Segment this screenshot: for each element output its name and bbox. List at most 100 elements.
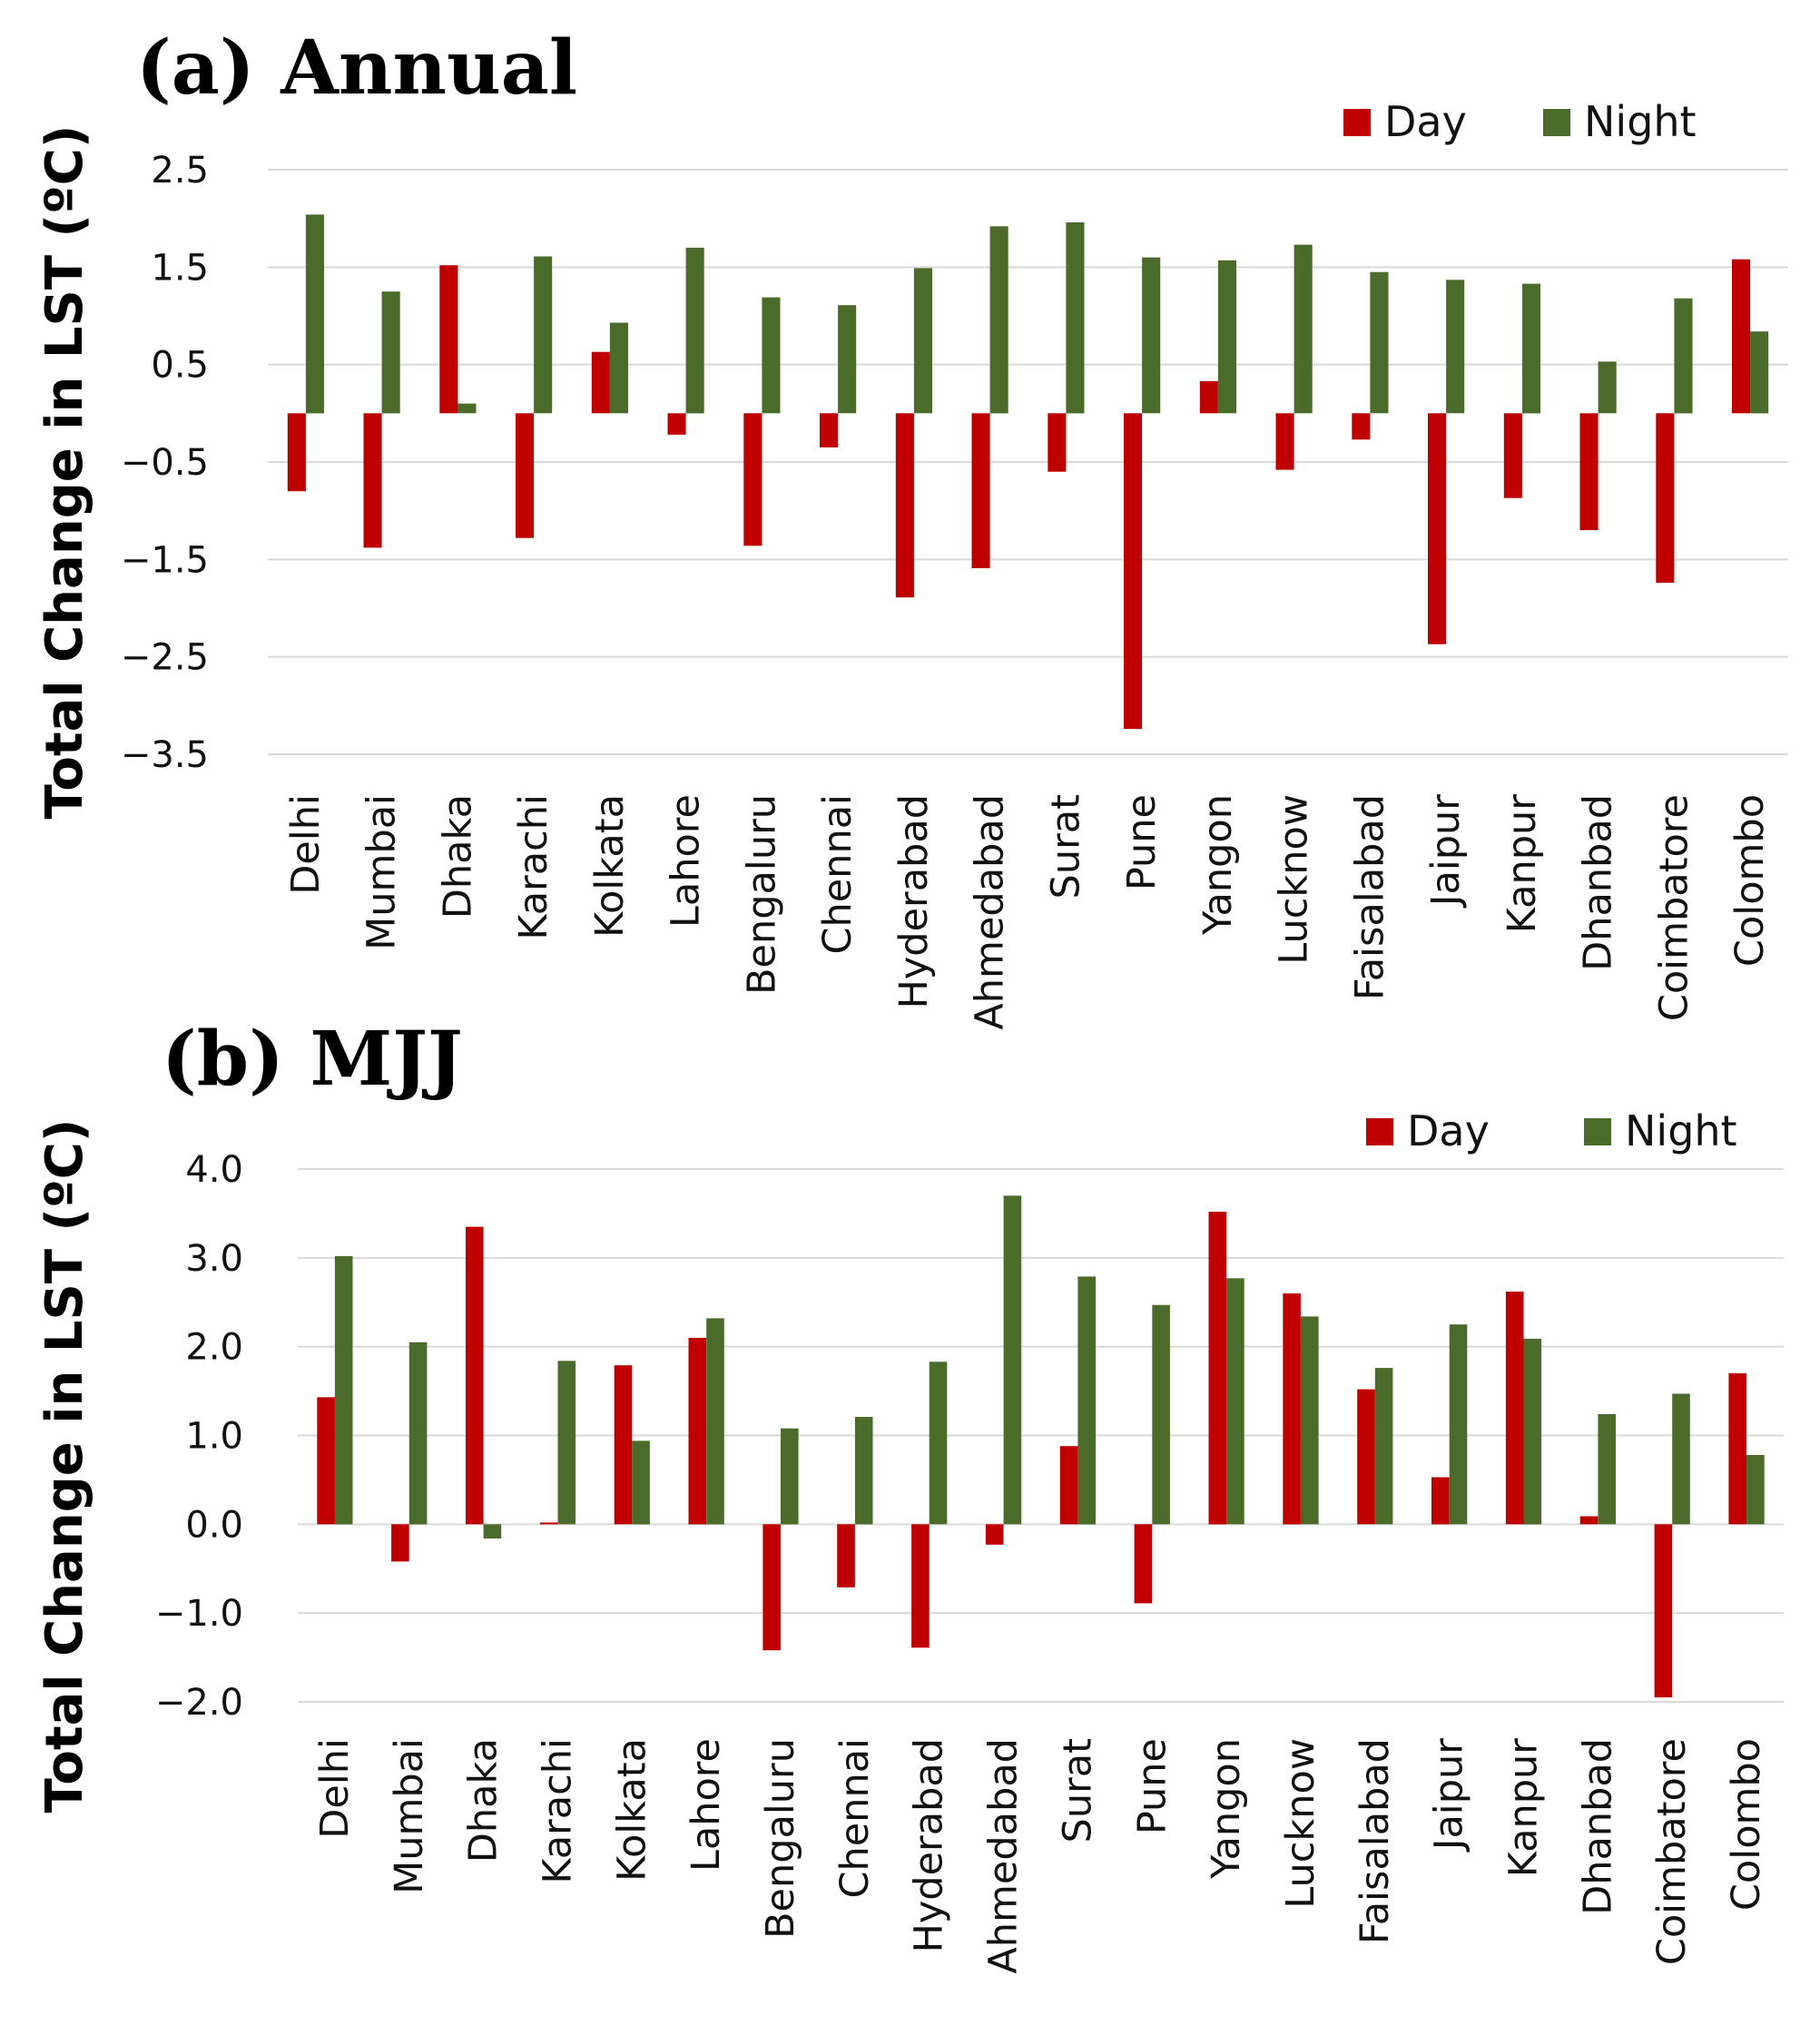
bar-day-dhanbad [1579, 413, 1599, 531]
panel-a-gridlines [268, 169, 1788, 755]
panel-annual: (a) Annual Total Change in LST (ºC) Day … [35, 25, 1788, 1030]
y-tick-label: −3.5 [121, 734, 209, 776]
y-tick-label: 1.5 [151, 247, 209, 289]
bar-day-surat [1048, 413, 1067, 472]
bar-night-hyderabad [913, 268, 932, 414]
x-tick-label: Lucknow [1272, 794, 1317, 965]
bar-day-faisalabad [1357, 1389, 1375, 1525]
bar-night-kanpur [1521, 283, 1540, 414]
bar-day-jaipur [1431, 1477, 1450, 1525]
bar-night-lucknow [1294, 244, 1313, 414]
bar-night-surat [1066, 222, 1085, 414]
bar-day-lahore [688, 1337, 707, 1525]
bar-day-ahmedabad [971, 413, 990, 568]
y-tick-label: −1.0 [155, 1593, 243, 1635]
bar-night-ahmedabad [1003, 1195, 1022, 1525]
x-tick-label: Hyderabad [891, 794, 937, 1009]
panel-a-x-tick-labels: Delhi Mumbai Dhaka Karachi Kolkata Lahore Beng… [283, 794, 1773, 1030]
bar-night-yangon [1217, 260, 1236, 414]
bar-night-mumbai [408, 1342, 428, 1525]
x-tick-label: Lucknow [1278, 1738, 1323, 1909]
bar-day-kanpur [1503, 413, 1522, 498]
x-tick-label: Ahmedabad [981, 1738, 1027, 1974]
bar-day-bengaluru [762, 1524, 781, 1651]
x-tick-label: Colombo [1724, 1738, 1769, 1911]
bar-day-delhi [317, 1397, 335, 1525]
bar-day-faisalabad [1352, 413, 1371, 440]
bar-night-pune [1142, 257, 1161, 414]
bar-night-karachi [557, 1361, 576, 1525]
bar-day-jaipur [1428, 413, 1447, 644]
x-tick-label: Faisalabad [1353, 1738, 1398, 1944]
bar-day-kolkata [591, 351, 610, 414]
x-tick-label: Colombo [1727, 794, 1773, 967]
x-tick-label: Lahore [664, 794, 709, 928]
x-tick-label: Coimbatore [1651, 794, 1697, 1021]
bar-day-lucknow [1283, 1293, 1301, 1525]
x-tick-label: Dhaka [435, 794, 480, 919]
bar-night-hyderabad [929, 1361, 948, 1525]
bar-day-delhi [287, 413, 306, 492]
x-tick-label: Yangon [1204, 1738, 1249, 1880]
bar-night-bengaluru [781, 1428, 799, 1525]
panel-b-legend-day-swatch [1366, 1118, 1393, 1145]
x-tick-label: Kolkata [587, 794, 633, 938]
x-tick-label: Lahore [684, 1738, 729, 1872]
bar-day-dhanbad [1579, 1516, 1599, 1525]
bar-night-delhi [305, 214, 324, 414]
bar-day-hyderabad [895, 413, 914, 598]
bar-day-bengaluru [743, 413, 762, 546]
y-tick-label: 2.0 [185, 1327, 243, 1369]
bar-night-coimbatore [1674, 298, 1693, 414]
x-tick-label: Dhanbad [1575, 1738, 1620, 1915]
bar-day-colombo [1728, 1373, 1746, 1525]
panel-b-legend-day-label: Day [1407, 1106, 1490, 1155]
panel-b-legend-night-swatch [1584, 1118, 1611, 1145]
x-tick-label: Mumbai [387, 1738, 432, 1894]
panel-b-gridlines [298, 1168, 1784, 1703]
x-tick-label: Mumbai [359, 794, 405, 950]
x-tick-label: Chennai [832, 1738, 878, 1899]
x-tick-label: Ahmedabad [968, 794, 1013, 1030]
bar-day-lucknow [1275, 413, 1294, 470]
bar-day-yangon [1208, 1212, 1227, 1525]
bar-night-delhi [334, 1255, 353, 1525]
x-tick-label: Yangon [1195, 794, 1241, 936]
panel-b-x-tick-labels: Delhi Mumbai Dhaka Karachi Kolkata Lahore Beng… [312, 1738, 1769, 1974]
x-tick-label: Kolkata [609, 1738, 654, 1882]
bar-day-pune [1134, 1524, 1153, 1604]
y-tick-label: 2.5 [151, 150, 209, 192]
x-tick-label: Surat [1043, 794, 1088, 899]
x-tick-label: Dhaka [461, 1738, 507, 1863]
bar-day-chennai [820, 413, 839, 447]
y-tick-label: 4.0 [185, 1149, 243, 1191]
panel-a-legend-day-label: Day [1384, 97, 1467, 146]
bar-night-coimbatore [1672, 1393, 1690, 1525]
y-tick-label: 0.0 [185, 1504, 243, 1546]
panel-b-legend: Day Night [1366, 1106, 1737, 1155]
x-tick-label: Delhi [283, 794, 329, 895]
panel-b-legend-night-label: Night [1625, 1106, 1737, 1155]
bar-night-jaipur [1449, 1324, 1468, 1525]
bar-day-dhaka [466, 1226, 484, 1525]
panel-b-bars [317, 1195, 1765, 1698]
bar-day-kanpur [1505, 1292, 1524, 1525]
bar-night-surat [1077, 1276, 1096, 1525]
x-tick-label: Dhanbad [1576, 794, 1621, 971]
panel-b-title: (b) MJJ [162, 1016, 463, 1103]
bar-night-chennai [838, 305, 857, 414]
x-tick-label: Bengaluru [758, 1738, 803, 1939]
x-tick-label: Kanpur [1500, 794, 1545, 934]
panel-mjj: (b) MJJ Total Change in LST (ºC) Day Nig… [35, 1016, 1784, 1974]
bar-day-mumbai [363, 413, 382, 548]
bar-night-dhaka [483, 1524, 502, 1538]
bar-night-dhaka [457, 403, 477, 414]
bar-night-kolkata [609, 322, 628, 414]
bar-night-bengaluru [762, 297, 781, 414]
x-tick-label: Jaipur [1427, 1738, 1472, 1853]
bar-night-lahore [706, 1318, 724, 1525]
bar-day-yangon [1199, 380, 1218, 414]
bar-day-karachi [539, 1522, 558, 1525]
panel-a-legend-day-swatch [1343, 109, 1371, 136]
